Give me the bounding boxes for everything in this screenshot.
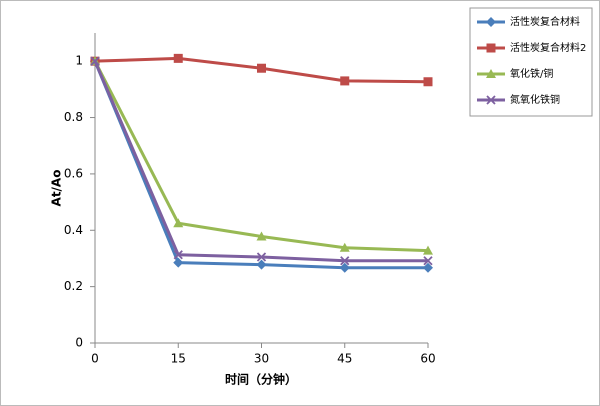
marker bbox=[486, 43, 496, 53]
legend-label: 氧化铁/铜 bbox=[510, 67, 553, 80]
x-axis-label: 时间（分钟） bbox=[225, 372, 297, 387]
y-tick-label: 0.4 bbox=[64, 223, 83, 237]
marker bbox=[173, 250, 183, 260]
x-tick-label: 15 bbox=[171, 352, 186, 366]
y-tick-label: 0 bbox=[75, 336, 83, 350]
marker bbox=[423, 245, 433, 255]
legend-label: 活性炭复合材料 bbox=[510, 15, 580, 28]
x-tick-label: 60 bbox=[420, 352, 435, 366]
marker bbox=[486, 95, 496, 105]
marker bbox=[340, 256, 350, 266]
y-axis-label: At/Ao bbox=[50, 170, 64, 207]
marker bbox=[257, 63, 266, 73]
y-tick-label: 0.8 bbox=[64, 110, 83, 124]
marker bbox=[256, 231, 267, 241]
y-tick-label: 0.6 bbox=[64, 166, 83, 180]
marker bbox=[256, 259, 267, 270]
y-tick-label: 1 bbox=[75, 54, 83, 68]
y-tick-label: 0.2 bbox=[64, 279, 83, 293]
marker bbox=[173, 257, 184, 268]
marker bbox=[339, 262, 350, 273]
marker bbox=[90, 56, 100, 66]
marker bbox=[173, 218, 184, 228]
legend-label: 活性炭复合材料2 bbox=[510, 41, 586, 54]
legend-label: 氮氧化铁铜 bbox=[510, 93, 560, 106]
marker bbox=[256, 252, 267, 262]
marker bbox=[423, 77, 433, 87]
marker bbox=[486, 17, 496, 27]
marker bbox=[423, 256, 433, 266]
x-tick-label: 45 bbox=[337, 352, 352, 366]
x-tick-label: 0 bbox=[91, 352, 99, 366]
x-tick-label: 30 bbox=[254, 352, 269, 366]
marker bbox=[173, 53, 183, 63]
marker bbox=[486, 69, 496, 78]
marker bbox=[339, 242, 350, 252]
marker bbox=[340, 76, 350, 86]
marker bbox=[423, 262, 433, 273]
